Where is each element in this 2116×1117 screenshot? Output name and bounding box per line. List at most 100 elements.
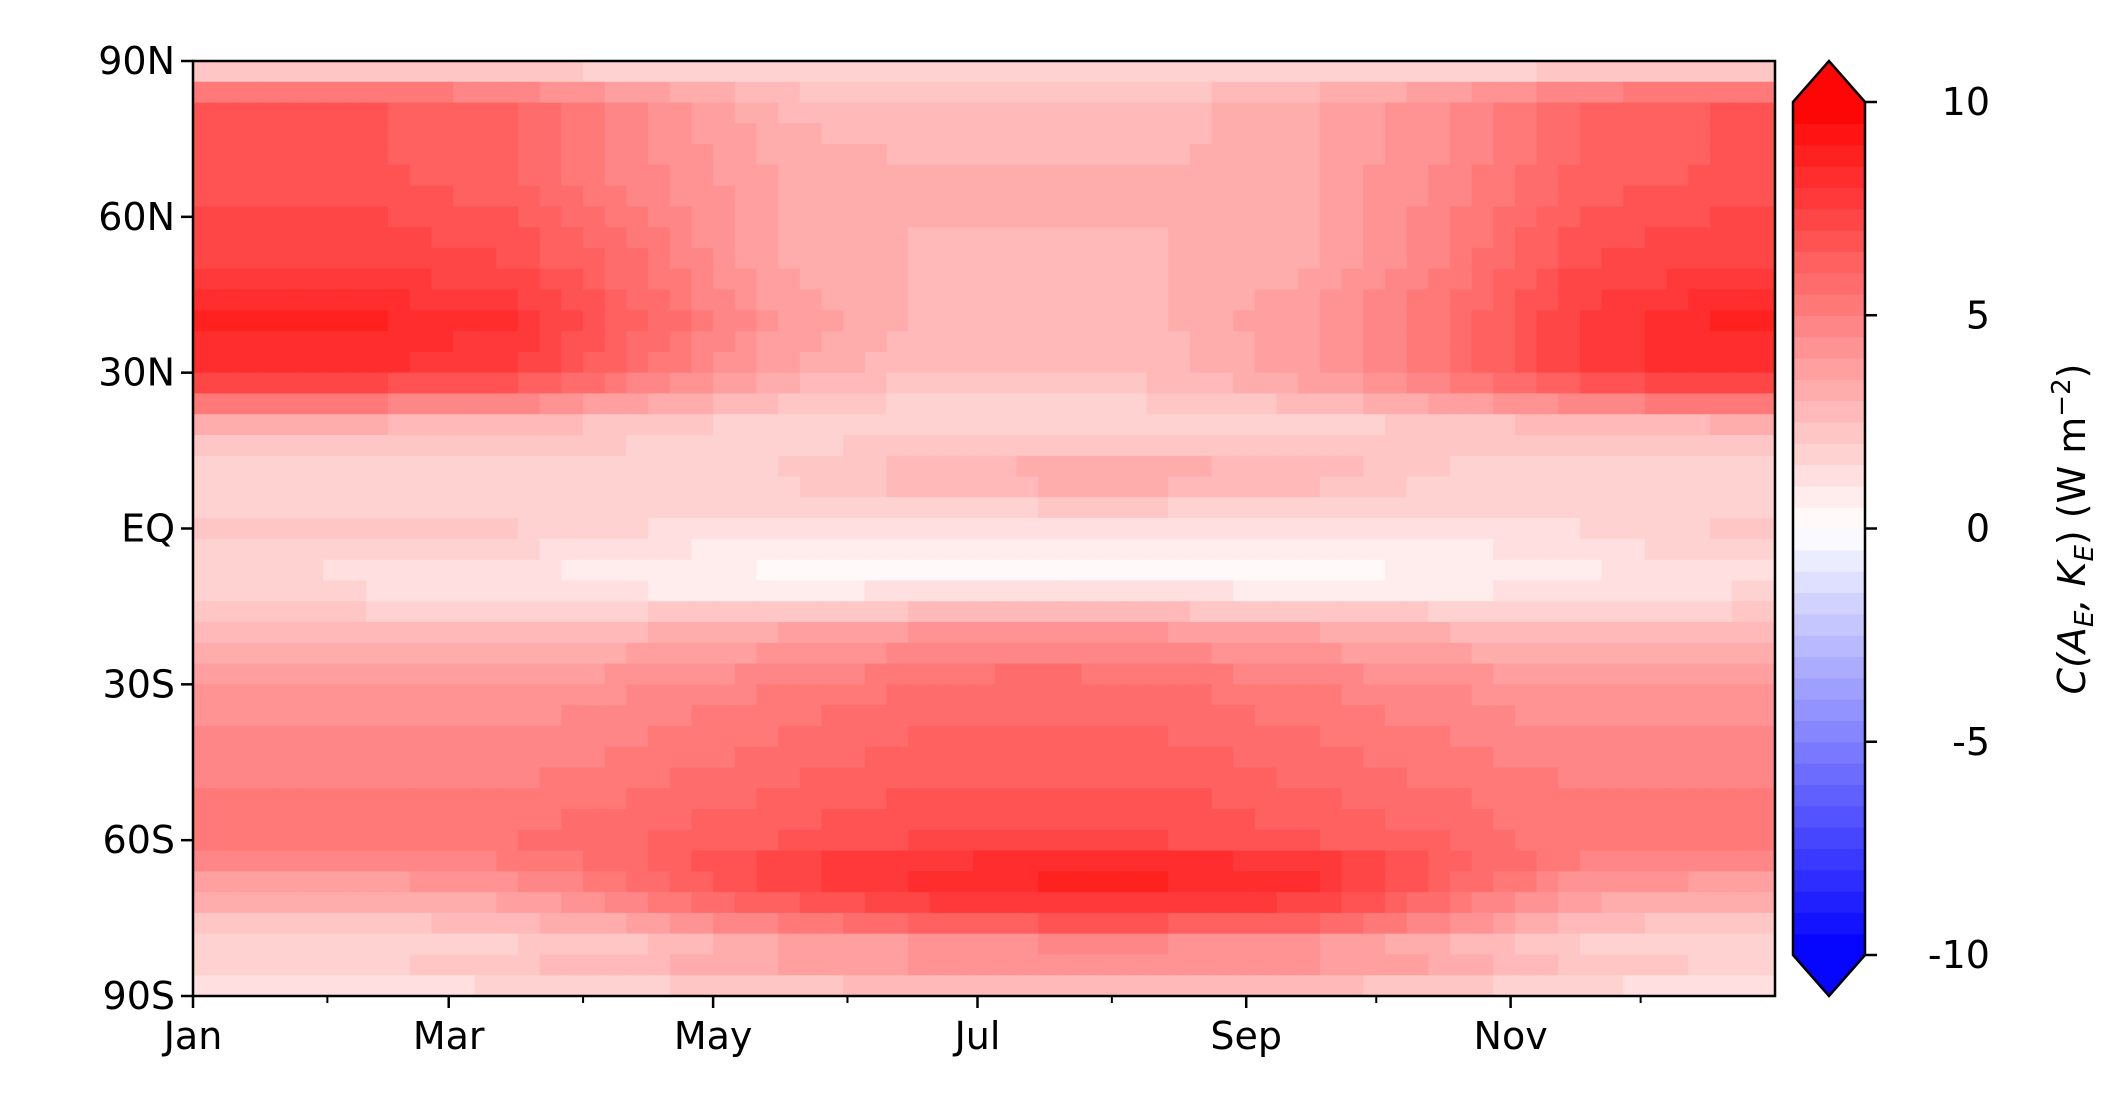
heatmap-cell bbox=[236, 622, 259, 644]
heatmap-cell bbox=[626, 642, 649, 665]
heatmap-cell bbox=[561, 289, 584, 312]
heatmap-cell bbox=[604, 538, 628, 561]
heatmap-cell bbox=[1276, 829, 1300, 852]
heatmap-cell bbox=[1081, 393, 1104, 416]
heatmap-cell bbox=[1449, 871, 1473, 893]
heatmap-cell bbox=[344, 663, 368, 686]
heatmap-cell bbox=[1081, 310, 1104, 332]
heatmap-cell bbox=[279, 622, 303, 644]
heatmap-cell bbox=[1016, 559, 1039, 582]
heatmap-cell bbox=[279, 601, 303, 623]
heatmap-cell bbox=[518, 788, 541, 810]
heatmap-cell bbox=[1124, 102, 1148, 125]
heatmap-cell bbox=[561, 248, 584, 270]
heatmap-cell bbox=[973, 871, 996, 893]
heatmap-cell bbox=[258, 933, 281, 956]
heatmap-cell bbox=[214, 788, 238, 810]
heatmap-cell bbox=[1341, 414, 1365, 436]
heatmap-cell bbox=[1038, 123, 1061, 145]
heatmap-cell bbox=[1233, 393, 1256, 416]
heatmap-cell bbox=[1124, 455, 1148, 478]
heatmap-cell bbox=[1211, 580, 1235, 603]
heatmap-cell bbox=[1254, 123, 1278, 145]
heatmap-cell bbox=[1168, 622, 1191, 644]
heatmap-cell bbox=[1406, 663, 1430, 686]
heatmap-cell bbox=[366, 767, 389, 790]
heatmap-cell bbox=[583, 601, 606, 623]
heatmap-cell bbox=[1753, 144, 1775, 166]
heatmap-cell bbox=[1124, 538, 1148, 561]
heatmap-cell bbox=[1709, 954, 1733, 977]
heatmap-cell bbox=[951, 954, 974, 977]
heatmap-cell bbox=[236, 81, 259, 104]
heatmap-cell bbox=[496, 476, 519, 499]
heatmap-cell bbox=[1103, 310, 1126, 332]
heatmap-cell bbox=[1731, 227, 1755, 249]
heatmap-cell bbox=[236, 227, 259, 249]
heatmap-cell bbox=[886, 705, 909, 727]
heatmap-cell bbox=[864, 455, 888, 478]
heatmap-cell bbox=[279, 684, 303, 706]
heatmap-cell bbox=[994, 580, 1018, 603]
heatmap-cell bbox=[799, 248, 823, 270]
heatmap-cell bbox=[1103, 206, 1126, 229]
heatmap-cell bbox=[1493, 809, 1516, 831]
heatmap-cell bbox=[193, 331, 216, 353]
heatmap-cell bbox=[1038, 767, 1061, 790]
heatmap-cell bbox=[1623, 476, 1646, 499]
heatmap-cell bbox=[279, 123, 303, 145]
heatmap-cell bbox=[1601, 331, 1625, 353]
heatmap-cell bbox=[279, 227, 303, 249]
colorbar-label-prefix: C( bbox=[2050, 651, 2094, 695]
heatmap-cell bbox=[864, 746, 888, 769]
heatmap-cell bbox=[691, 767, 714, 790]
heatmap-cell bbox=[734, 684, 758, 706]
heatmap-cell bbox=[1644, 622, 1668, 644]
heatmap-cell bbox=[929, 954, 953, 977]
heatmap-cell bbox=[561, 331, 584, 353]
heatmap-cell bbox=[1168, 310, 1191, 332]
heatmap-cell bbox=[301, 829, 324, 852]
heatmap-cell bbox=[669, 518, 693, 540]
heatmap-cell bbox=[908, 580, 931, 603]
heatmap-cell bbox=[1536, 622, 1560, 644]
heatmap-cell bbox=[691, 372, 714, 395]
colorbar-level bbox=[1793, 187, 1865, 210]
heatmap-cell bbox=[821, 310, 844, 332]
heatmap-cell bbox=[518, 725, 541, 748]
heatmap-cell bbox=[951, 289, 974, 312]
heatmap-cell bbox=[1428, 559, 1451, 582]
heatmap-cell bbox=[1124, 892, 1148, 914]
heatmap-cell bbox=[1341, 601, 1365, 623]
heatmap-cell bbox=[929, 476, 953, 499]
heatmap-cell bbox=[1514, 580, 1538, 603]
heatmap-cell bbox=[236, 871, 259, 893]
heatmap-cell bbox=[951, 81, 974, 104]
heatmap-cell bbox=[1189, 61, 1213, 83]
heatmap-cell bbox=[1753, 414, 1775, 436]
heatmap-cell bbox=[1341, 850, 1365, 873]
heatmap-cell bbox=[951, 580, 974, 603]
heatmap-cell bbox=[474, 248, 498, 270]
heatmap-cell bbox=[1644, 435, 1668, 457]
heatmap-cell bbox=[258, 975, 281, 996]
heatmap-cell bbox=[453, 538, 476, 561]
heatmap-cell bbox=[279, 455, 303, 478]
heatmap-cell bbox=[518, 61, 541, 83]
heatmap-cell bbox=[973, 476, 996, 499]
heatmap-cell bbox=[1536, 912, 1560, 935]
heatmap-cell bbox=[1428, 331, 1451, 353]
heatmap-cell bbox=[1298, 642, 1321, 665]
heatmap-cell bbox=[648, 954, 671, 977]
heatmap-cell bbox=[1189, 809, 1213, 831]
heatmap-cell bbox=[1384, 476, 1408, 499]
heatmap-cell bbox=[1688, 975, 1711, 996]
heatmap-cell bbox=[193, 102, 216, 125]
heatmap-cell bbox=[1384, 933, 1408, 956]
heatmap-cell bbox=[1276, 289, 1300, 312]
heatmap-cell bbox=[1753, 622, 1775, 644]
heatmap-cell bbox=[539, 975, 563, 996]
heatmap-cell bbox=[1731, 829, 1755, 852]
heatmap-cell bbox=[1103, 642, 1126, 665]
heatmap-cell bbox=[843, 559, 866, 582]
